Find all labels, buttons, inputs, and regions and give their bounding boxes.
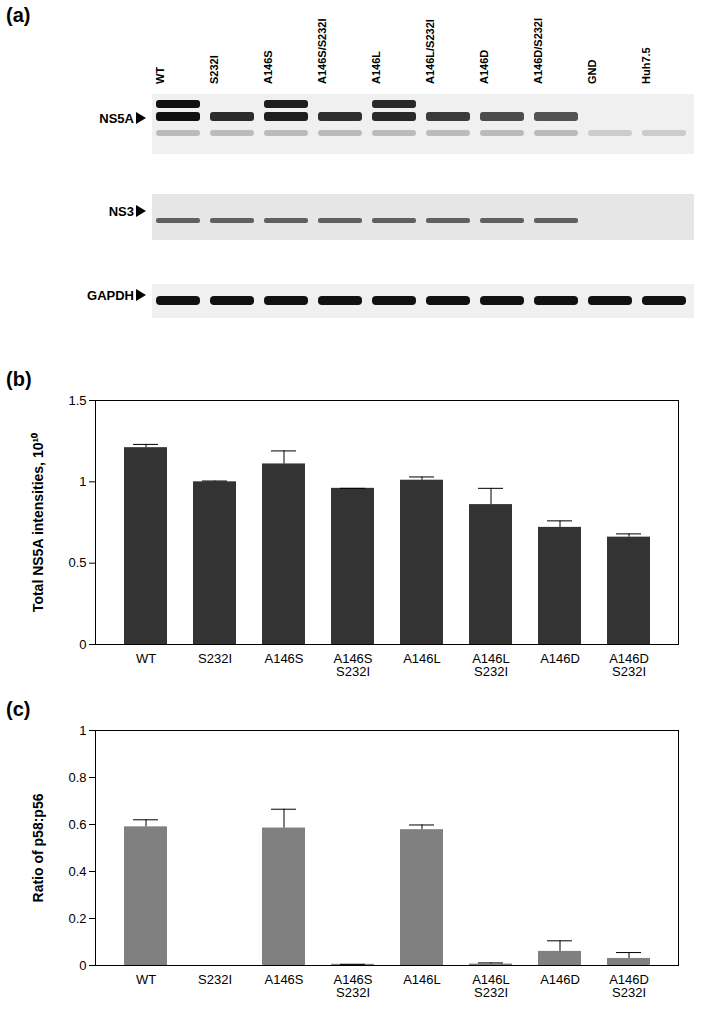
svg-text:0.2: 0.2 — [68, 911, 86, 926]
svg-text:Huh7.5: Huh7.5 — [640, 47, 652, 84]
svg-text:S232I: S232I — [208, 55, 220, 84]
svg-text:A146L: A146L — [370, 51, 382, 84]
svg-text:1.5: 1.5 — [68, 393, 86, 408]
svg-text:NS5A: NS5A — [99, 111, 134, 126]
html-text:(c): (c) — [6, 698, 31, 720]
svg-text:0: 0 — [79, 637, 86, 652]
svg-text:GND: GND — [586, 60, 598, 85]
svg-text:A146L: A146L — [403, 651, 441, 666]
svg-text:Ratio of p58:p56: Ratio of p58:p56 — [30, 793, 46, 902]
svg-text:A146LS232I: A146LS232I — [472, 651, 510, 679]
svg-text:A146L: A146L — [403, 972, 441, 987]
svg-text:A146SS232I: A146SS232I — [333, 651, 372, 679]
svg-text:0.6: 0.6 — [68, 817, 86, 832]
svg-text:A146LS232I: A146LS232I — [472, 972, 510, 1000]
svg-text:A146DS232I: A146DS232I — [609, 972, 649, 1000]
svg-text:0.4: 0.4 — [68, 864, 86, 879]
svg-text:1: 1 — [79, 723, 86, 738]
html-text:(b): (b) — [6, 368, 32, 390]
svg-text:0.8: 0.8 — [68, 770, 86, 785]
svg-text:A146D/S232I: A146D/S232I — [532, 18, 544, 84]
svg-text:A146D: A146D — [540, 651, 580, 666]
svg-text:A146S/S232I: A146S/S232I — [316, 19, 328, 84]
svg-text:S232I: S232I — [198, 972, 232, 987]
svg-text:NS3: NS3 — [109, 204, 134, 219]
svg-text:GAPDH: GAPDH — [87, 288, 134, 303]
svg-text:0.5: 0.5 — [68, 555, 86, 570]
svg-text:A146S: A146S — [264, 972, 303, 987]
svg-text:A146L/S232I: A146L/S232I — [424, 19, 436, 84]
svg-text:Total NS5A intensities, 10¹⁰: Total NS5A intensities, 10¹⁰ — [30, 433, 46, 612]
svg-text:S232I: S232I — [198, 651, 232, 666]
svg-text:WT: WT — [136, 972, 156, 987]
svg-text:A146S: A146S — [262, 50, 274, 84]
svg-text:A146D: A146D — [540, 972, 580, 987]
svg-text:A146S: A146S — [264, 651, 303, 666]
svg-text:WT: WT — [154, 67, 166, 84]
svg-text:(a): (a) — [6, 4, 30, 26]
svg-text:WT: WT — [136, 651, 156, 666]
svg-text:A146DS232I: A146DS232I — [609, 651, 649, 679]
svg-text:A146SS232I: A146SS232I — [333, 972, 372, 1000]
svg-text:A146D: A146D — [478, 50, 490, 84]
svg-text:1: 1 — [79, 474, 86, 489]
svg-text:0: 0 — [79, 958, 86, 973]
